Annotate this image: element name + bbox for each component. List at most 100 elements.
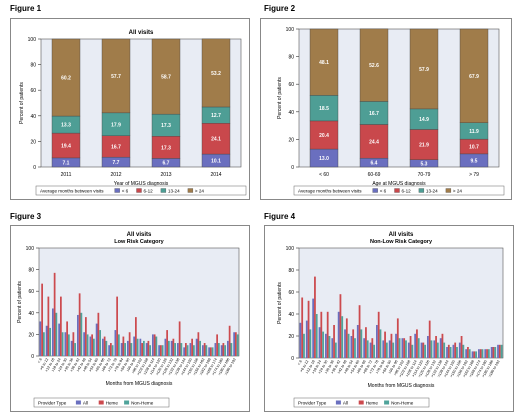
fig4-bar [422,342,425,358]
fig3-bar [183,347,185,356]
fig3-bar [53,272,56,356]
fig4-ytick-label: 60 [288,290,294,296]
fig3-ytick-label: 100 [26,246,35,252]
fig3-bar [158,345,160,356]
fig3-bar [172,338,175,356]
fig4-bar [484,349,487,358]
fig4-bar [299,322,302,358]
fig2-data-label: 11.9 [469,129,479,135]
fig4-xtick-label: >42 to 48 [337,360,348,375]
fig4-bar [436,342,439,358]
fig4-bar [326,311,329,358]
fig3-xtick-label: >90 to 96 [126,358,137,373]
fig4-xlabel: Months from MGUS diagnosis [368,383,435,389]
fig3-legend-label: Heme [106,400,119,405]
fig3-xtick-label: >42 to 48 [76,358,87,373]
fig4-bar [494,347,497,358]
fig4-bar [467,347,469,358]
fig4-xtick-label: >78 to 84 [375,360,386,375]
fig1-legend-title: Average months between visits [40,188,104,193]
fig4-bar [500,344,503,358]
fig3-ytick-label: 40 [28,311,34,317]
fig4-bar [411,344,414,358]
fig3-bar [93,338,95,356]
fig3-bar [118,334,120,356]
fig4-bar [414,333,417,358]
fig3-bar [141,343,143,356]
fig3-bar [78,293,81,356]
fig3-bar [97,312,100,356]
fig1-xtick-label: 2013 [160,172,171,178]
fig3-plot-area [38,247,240,357]
fig4-xtick-label: >90 to 96 [388,360,399,375]
fig1-data-label: 12.7 [211,113,221,119]
fig1-bar-segment [201,123,231,155]
fig4-bar [358,305,361,358]
fig3-bar [202,345,204,356]
fig4-legend-swatch [384,400,390,405]
fig3-bar [222,343,225,356]
fig4-xtick-label: >30 to 36 [324,360,335,375]
fig4-bar [471,351,474,358]
fig2-xtick-label: < 60 [319,172,329,178]
fig2-data-label: 13.0 [319,156,329,162]
fig4-bar [392,342,395,358]
fig1-ytick-label: 40 [30,114,36,120]
fig2-bar-segment [459,28,489,123]
fig2-xtick-label: 60-69 [368,172,381,178]
fig3-bar [110,343,112,356]
fig4-legend-label: All [343,400,348,405]
fig3-xtick-label: >18 to 24 [51,358,62,373]
fig4-bar [365,327,367,358]
fig1-data-label: 19.4 [61,143,71,149]
fig3-ytick-label: 80 [28,268,34,274]
fig2-bar-segment [409,28,439,110]
fig3-legend-title: Provider Type [38,400,67,405]
fig3-bar [210,347,212,356]
fig4-bar [407,342,410,358]
fig3-ytick-label: 20 [28,332,34,338]
fig2-ylabel: Percent of patients [277,77,283,119]
fig3-bar [208,347,210,356]
fig3-bar [108,345,110,356]
fig4-xtick-label: >12 to 18 [305,360,316,375]
fig1-legend-swatch [187,188,194,193]
fig1-legend-label: < 6 [122,188,129,193]
fig3-bar [149,345,151,356]
figure-1-panel: All visits 0 20 40 60 80 100 Percent of patient… [10,18,250,200]
fig4-bar [344,329,346,358]
fig4-subtitle: Non-Low Risk Category [370,239,433,245]
fig4-xtick-label: >24 to 30 [318,360,329,375]
fig2-data-label: 21.9 [419,143,429,149]
fig2-data-label: 67.9 [469,74,479,80]
figure-3-panel: All visits Low Risk Category 0 20 40 60 80 100 P… [10,225,250,412]
fig3-bar [170,340,173,356]
fig2-xlabel: Age at MGUS diagnosis [372,181,426,187]
fig3-bar [45,325,48,356]
fig4-bar [309,329,312,358]
fig1-data-label: 17.3 [161,123,171,129]
fig4-bar [337,311,340,358]
fig2-ytick-label: 80 [288,55,294,61]
fig1-xtick-label: 2012 [110,172,121,178]
fig3-bar [193,345,195,356]
fig3-bar [164,338,167,356]
fig2-data-label: 48.1 [319,60,329,66]
fig3-xtick-label: >24 to 30 [57,358,68,373]
fig4-bar [497,344,499,358]
fig2-bar-segment [359,28,389,102]
fig4-ytick-label: 100 [286,246,295,252]
fig3-bar [168,340,170,356]
fig4-bar [456,347,458,358]
fig4-bar [312,298,315,358]
fig4-bar [416,329,418,358]
fig2-data-label: 9.5 [471,158,478,164]
fig3-bar [160,345,162,356]
fig3-bar [216,334,218,356]
fig3-bar [41,283,43,356]
fig1-data-label: 58.7 [161,75,171,81]
fig4-bar [333,325,335,358]
fig4-bar [341,316,344,358]
fig4-xtick-label: >72 to 78 [369,360,380,375]
fig1-ytick-label: 80 [30,63,36,69]
